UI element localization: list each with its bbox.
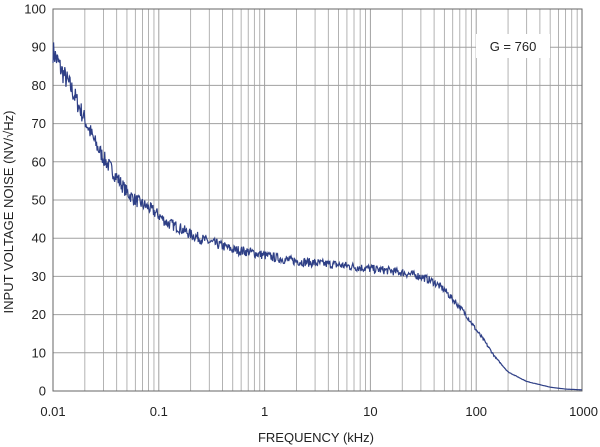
- y-tick-label: 10: [32, 345, 46, 360]
- major-gridlines: [52, 8, 582, 392]
- x-tick-label: 10: [363, 404, 377, 419]
- y-tick-label: 60: [32, 154, 46, 169]
- x-tick-labels: 0.01 0.1 1 10 100 1000: [40, 404, 598, 419]
- y-tick-label: 0: [39, 384, 46, 399]
- annotation-box: [476, 34, 550, 58]
- y-tick-label: 20: [32, 307, 46, 322]
- x-tick-label: 0.01: [40, 404, 65, 419]
- gain-annotation: G = 760: [490, 39, 537, 54]
- x-tick-label: 1000: [569, 404, 598, 419]
- x-tick-label: 1: [261, 404, 268, 419]
- x-axis-title: FREQUENCY (kHz): [258, 430, 374, 445]
- x-tick-label: 0.1: [150, 404, 168, 419]
- x-tick-label: 100: [465, 404, 487, 419]
- y-tick-label: 40: [32, 231, 46, 246]
- series-line-noise: [52, 42, 583, 391]
- y-tick-labels: 0 10 20 30 40 50 60 70 80 90 100: [24, 2, 46, 399]
- y-tick-label: 50: [32, 193, 46, 208]
- y-tick-label: 90: [32, 40, 46, 55]
- y-tick-label: 70: [32, 116, 46, 131]
- plot-frame: [52, 8, 583, 392]
- y-tick-label: 80: [32, 78, 46, 93]
- y-axis-title: INPUT VOLTAGE NOISE (NV/√Hz): [1, 111, 16, 314]
- y-tick-label: 30: [32, 269, 46, 284]
- y-tick-label: 100: [24, 2, 46, 17]
